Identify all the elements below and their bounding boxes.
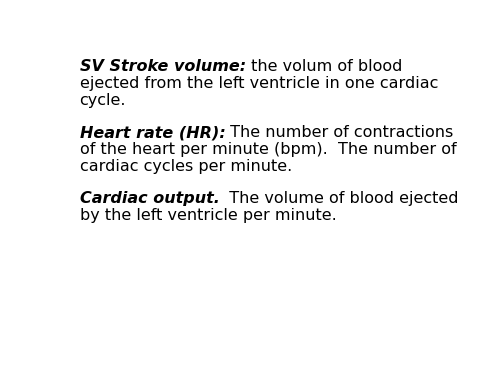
- Text: Cardiac output.: Cardiac output.: [80, 191, 220, 206]
- Text: by the left ventricle per minute.: by the left ventricle per minute.: [80, 208, 336, 223]
- Text: The volume of blood ejected: The volume of blood ejected: [220, 191, 459, 206]
- Text: the volum of blood: the volum of blood: [246, 59, 402, 74]
- Text: cardiac cycles per minute.: cardiac cycles per minute.: [80, 159, 292, 174]
- Text: ejected from the left ventricle in one cardiac: ejected from the left ventricle in one c…: [80, 76, 438, 91]
- Text: cycle.: cycle.: [80, 93, 126, 108]
- Text: of the heart per minute (bpm).  The number of: of the heart per minute (bpm). The numbe…: [80, 142, 456, 157]
- Text: SV Stroke volume:: SV Stroke volume:: [80, 59, 245, 74]
- Text: The number of contractions: The number of contractions: [226, 125, 454, 140]
- Text: Heart rate (HR):: Heart rate (HR):: [80, 125, 226, 140]
